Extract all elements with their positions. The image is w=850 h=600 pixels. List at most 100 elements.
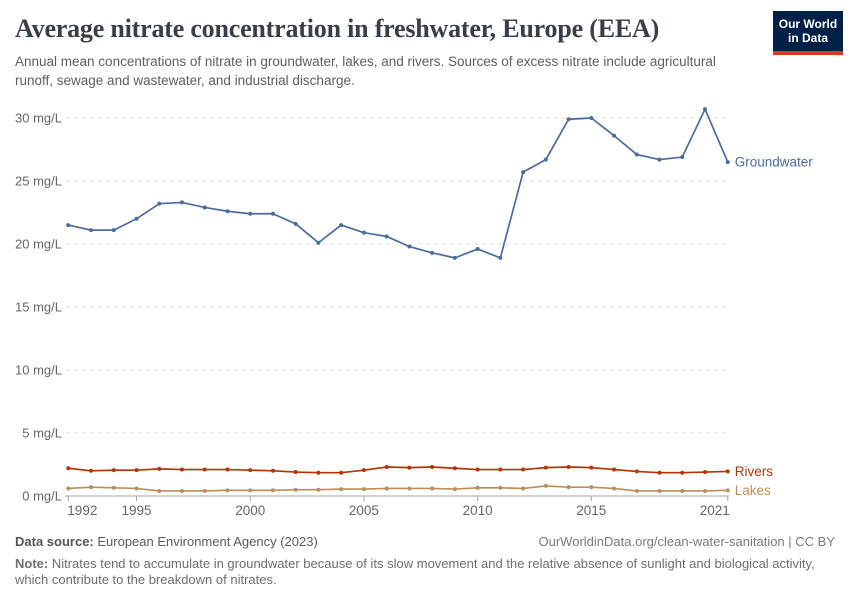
data-point-lakes [725,488,730,493]
x-tick-label: 2010 [463,503,493,518]
x-tick-label: 2005 [349,503,379,518]
data-point-lakes [657,488,662,493]
data-point-lakes [180,488,184,493]
page-title: Average nitrate concentration in freshwa… [15,14,660,43]
data-point-lakes [407,486,412,491]
data-point-lakes [89,485,94,490]
data-point-groundwater [498,255,503,260]
data-point-rivers [657,470,662,475]
y-tick-label: 15 mg/L [15,300,62,315]
data-point-rivers [316,470,321,475]
data-point-groundwater [134,216,139,221]
data-point-groundwater [180,200,184,205]
series-label-lakes[interactable]: Lakes [735,483,771,498]
data-point-rivers [612,467,617,472]
note-label: Note: [15,556,49,571]
x-tick-label: 2000 [235,503,265,518]
data-point-rivers [543,465,548,470]
y-tick-label: 10 mg/L [15,363,62,378]
data-point-groundwater [475,247,480,252]
data-point-lakes [111,485,116,490]
series-label-rivers[interactable]: Rivers [735,464,774,479]
data-source-label: Data source: [15,534,94,549]
data-point-rivers [680,470,685,475]
data-point-groundwater [111,228,116,233]
data-point-rivers [157,466,162,471]
data-point-lakes [452,487,457,492]
data-point-groundwater [452,255,457,260]
data-point-lakes [384,486,389,491]
data-point-rivers [589,465,594,470]
y-tick-label: 5 mg/L [22,426,62,441]
data-point-groundwater [316,240,321,245]
data-point-groundwater [270,211,275,216]
data-point-lakes [680,488,685,493]
data-point-groundwater [293,221,298,226]
data-point-groundwater [612,133,617,138]
data-point-rivers [339,470,344,475]
owid-logo[interactable]: Our World in Data [773,11,843,55]
data-point-rivers [407,465,412,470]
note-text: Nitrates tend to accumulate in groundwat… [15,556,815,587]
data-point-lakes [521,486,526,491]
data-point-groundwater [634,152,639,157]
credit-link[interactable]: OurWorldinData.org/clean-water-sanitatio… [538,534,835,549]
data-point-groundwater [725,160,730,165]
data-point-groundwater [543,157,548,162]
series-line-rivers[interactable] [68,466,728,474]
data-point-lakes [430,486,435,491]
data-point-lakes [589,485,594,490]
data-point-lakes [134,486,139,491]
owid-logo-box: Our World in Data [773,11,843,51]
series-line-lakes[interactable] [68,485,728,492]
data-point-lakes [543,483,548,488]
data-point-lakes [339,487,344,492]
x-tick-label: 2021 [700,503,730,518]
owid-logo-line2: in Data [787,31,828,45]
data-point-groundwater [430,250,435,255]
x-tick-label: 1992 [67,503,97,518]
data-point-rivers [66,466,71,471]
data-point-groundwater [521,170,526,175]
y-tick-label: 20 mg/L [15,237,62,252]
x-tick-label: 2015 [576,503,606,518]
data-point-groundwater [566,117,571,122]
series-label-groundwater[interactable]: Groundwater [735,155,814,170]
data-point-groundwater [66,223,71,228]
owid-logo-red-bar [773,51,843,55]
data-point-rivers [452,466,457,471]
data-point-rivers [703,470,708,475]
data-point-lakes [498,485,503,490]
data-point-rivers [361,468,366,473]
source-row: Data source: European Environment Agency… [15,534,835,549]
data-point-lakes [248,488,253,493]
series-line-groundwater[interactable] [68,108,729,259]
data-point-groundwater [703,107,708,112]
data-point-groundwater [248,211,253,216]
data-point-groundwater [361,230,366,235]
x-tick-label: 1995 [121,503,151,518]
data-point-lakes [66,486,71,491]
data-point-rivers [384,465,389,470]
y-tick-label: 0 mg/L [22,489,62,504]
data-point-lakes [293,487,298,492]
data-point-groundwater [157,201,162,206]
data-point-rivers [134,468,139,473]
data-point-groundwater [407,244,412,249]
chart-subtitle: Annual mean concentrations of nitrate in… [15,54,716,88]
data-point-lakes [634,488,639,493]
data-point-rivers [202,467,207,472]
data-point-rivers [634,469,639,474]
data-point-rivers [725,469,730,474]
data-point-lakes [225,488,230,493]
data-point-rivers [180,467,184,472]
data-point-rivers [111,468,116,473]
data-point-rivers [521,467,526,472]
data-point-groundwater [202,205,207,210]
data-point-groundwater [589,116,594,120]
data-point-lakes [703,488,708,493]
data-source-text: European Environment Agency (2023) [93,534,318,549]
y-tick-label: 25 mg/L [15,174,62,189]
data-point-rivers [498,467,503,472]
